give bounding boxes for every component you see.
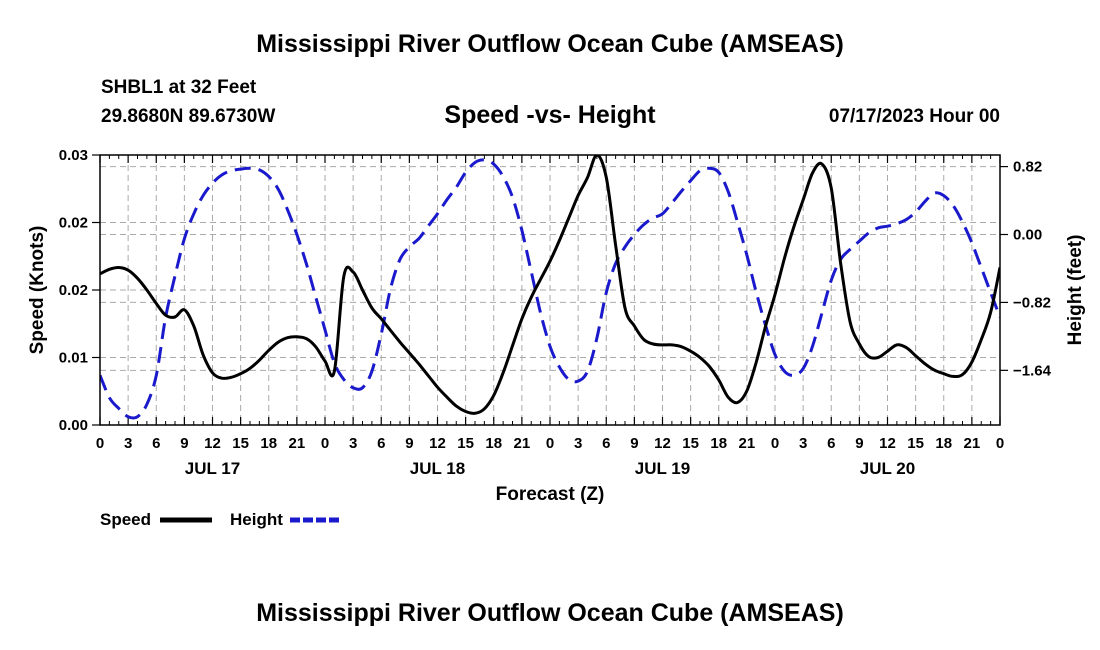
station-label: SHBL1 at 32 Feet: [101, 77, 257, 98]
x-tick-label: 6: [602, 435, 610, 452]
x-tick-label: 0: [321, 435, 329, 452]
x-axis-label: Forecast (Z): [496, 484, 605, 505]
x-tick-label: 9: [855, 435, 863, 452]
x-tick-label: 0: [546, 435, 554, 452]
y2-tick-label: −1.64: [1013, 362, 1052, 379]
chart-title: Mississippi River Outflow Ocean Cube (AM…: [256, 30, 844, 58]
repeated-chart-title: Mississippi River Outflow Ocean Cube (AM…: [256, 599, 844, 627]
chart-grid: [100, 155, 1000, 425]
y-axis-label: Speed (Knots): [27, 226, 48, 355]
x-tick-label: 21: [289, 435, 306, 452]
x-tick-label: 12: [204, 435, 221, 452]
chart-labels: 0 3 6 9 12 15 18 21 0 3 6 9 12 15 18 21 0 3 6 9 12 15 18 21 0 3 6 9…: [59, 147, 1052, 478]
plot-frame: [99, 154, 1001, 426]
x-tick-label: 6: [152, 435, 160, 452]
x-tick-label: 3: [124, 435, 132, 452]
x-tick-label: 15: [907, 435, 924, 452]
x-tick-label: 12: [879, 435, 896, 452]
x-tick-label: 6: [827, 435, 835, 452]
legend-label-speed: Speed: [100, 510, 151, 529]
x-tick-label: 3: [574, 435, 582, 452]
x-tick-label: 18: [935, 435, 952, 452]
x-tick-label: 3: [799, 435, 807, 452]
height-series-line: [100, 158, 1000, 420]
x-tick-label: 21: [964, 435, 981, 452]
y2-axis-label: Height (feet): [1065, 235, 1086, 346]
x-tick-label: 15: [457, 435, 474, 452]
coordinates-label: 29.8680N 89.6730W: [101, 106, 276, 127]
y-tick-label: 0.00: [59, 417, 88, 434]
x-tick-label: 18: [710, 435, 727, 452]
x-tick-label: 9: [405, 435, 413, 452]
x-tick-label: 15: [232, 435, 249, 452]
x-tick-label: 21: [514, 435, 531, 452]
x-tick-label: 18: [485, 435, 502, 452]
forecast-datetime: 07/17/2023 Hour 00: [828, 106, 1000, 127]
x-tick-label: 18: [260, 435, 277, 452]
chart-series: [100, 155, 1000, 420]
chart-legend: Speed Height: [100, 510, 342, 529]
day-label: JUL 17: [185, 459, 240, 478]
x-tick-label: 3: [349, 435, 357, 452]
day-label: JUL 19: [635, 459, 690, 478]
day-label: JUL 18: [410, 459, 465, 478]
x-tick-label: 9: [180, 435, 188, 452]
y-tick-label: 0.02: [59, 282, 88, 299]
speed-series-line: [100, 155, 1000, 415]
day-label: JUL 20: [860, 459, 915, 478]
x-tick-label: 12: [429, 435, 446, 452]
y2-tick-label: 0.82: [1013, 159, 1042, 176]
x-tick-label: 0: [96, 435, 104, 452]
y-tick-label: 0.01: [59, 350, 88, 367]
legend-label-height: Height: [230, 510, 283, 529]
x-tick-label: 21: [739, 435, 756, 452]
chart-subtitle: Speed -vs- Height: [444, 101, 656, 129]
y-tick-label: 0.03: [59, 147, 88, 164]
x-tick-label: 9: [630, 435, 638, 452]
y2-tick-label: 0.00: [1013, 227, 1042, 244]
x-tick-label: 0: [771, 435, 779, 452]
x-tick-label: 6: [377, 435, 385, 452]
x-tick-label: 15: [682, 435, 699, 452]
x-tick-label: 0: [996, 435, 1004, 452]
x-tick-label: 12: [654, 435, 671, 452]
y-tick-label: 0.02: [59, 215, 88, 232]
y2-tick-label: −0.82: [1013, 294, 1051, 311]
